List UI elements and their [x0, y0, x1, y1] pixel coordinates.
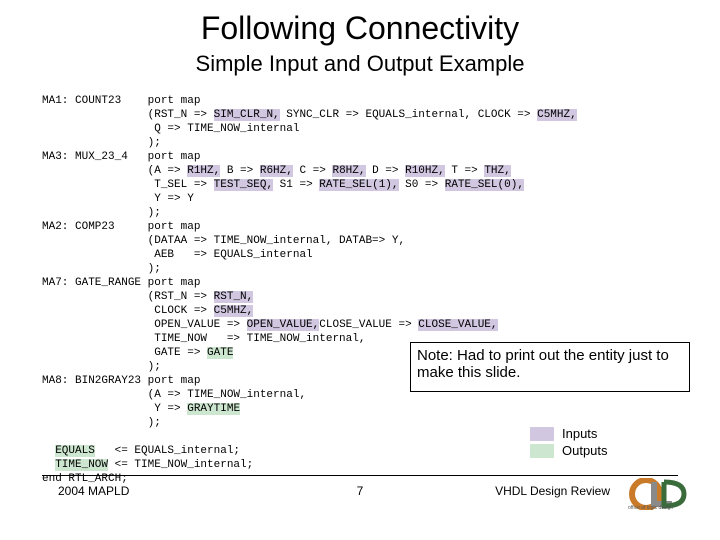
legend: Inputs Outputs	[530, 426, 608, 460]
page-title: Following Connectivity	[0, 0, 720, 47]
page-subtitle: Simple Input and Output Example	[0, 47, 720, 77]
legend-outputs-row: Outputs	[530, 443, 608, 458]
footer-rule	[42, 475, 678, 476]
old-logo: office of logic design	[624, 478, 694, 510]
legend-inputs-label: Inputs	[562, 426, 597, 441]
svg-text:office of logic design: office of logic design	[628, 505, 673, 510]
legend-output-swatch	[530, 444, 554, 458]
legend-inputs-row: Inputs	[530, 426, 608, 441]
code-block: MA1: COUNT23 port map (RST_N => SIM_CLR_…	[42, 94, 577, 486]
note-box: Note: Had to print out the entity just t…	[410, 342, 690, 392]
footer-right: VHDL Design Review	[495, 484, 610, 498]
footer-page-number: 7	[0, 484, 720, 498]
legend-outputs-label: Outputs	[562, 443, 608, 458]
legend-input-swatch	[530, 427, 554, 441]
